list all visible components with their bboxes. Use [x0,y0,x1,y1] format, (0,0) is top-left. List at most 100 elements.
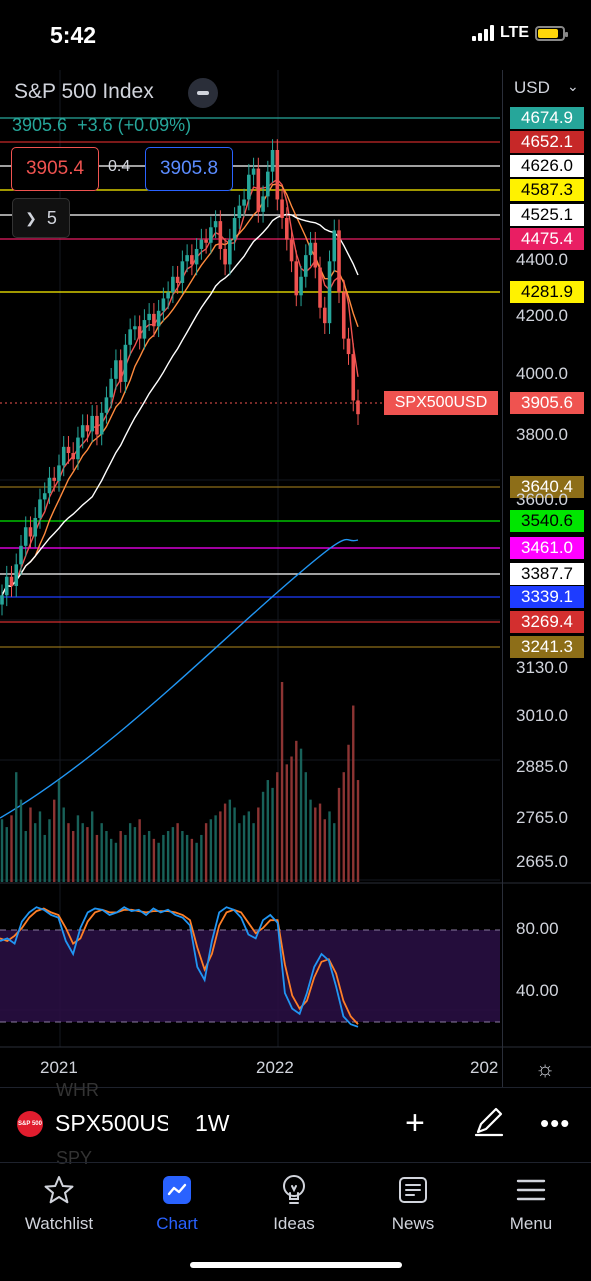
candle-body [171,276,175,293]
volume-bar [19,799,23,882]
candle-body [232,218,237,240]
candle-body [266,171,270,197]
hamburger-icon [516,1179,546,1201]
symbol-toolbar [0,1087,591,1162]
volume-bar [138,819,141,882]
volume-bar [34,823,37,882]
gear-icon[interactable]: ☼ [535,1056,556,1081]
indicator-count: 5 [46,207,57,228]
price-chart[interactable] [0,0,591,1087]
candle-body [289,239,294,262]
nav-label: Menu [509,1214,553,1233]
price-axis-tick: 4200.0 [516,306,568,325]
nav-menu[interactable]: Menu [481,1172,581,1234]
status-time: 5:42 [50,22,97,48]
volume-bar [247,811,251,882]
candle-body [66,446,71,454]
price-level-label: 3540.6 [510,510,584,532]
price-level-label: 3640.4 [510,476,584,498]
candle-body [128,329,132,345]
volume-bar [10,815,13,882]
volume-bar [62,807,65,882]
indicators-collapse-button[interactable]: ❯ 5 [12,198,70,238]
time-axis-label: 2022 [256,1058,294,1077]
volume-bar [157,842,160,882]
volume-bar [109,838,113,882]
volume-bar [38,811,42,882]
candle-body [175,276,180,283]
status-bar: 5:42 LTE [0,0,591,70]
nav-ideas[interactable]: Ideas [244,1172,344,1234]
chevron-down-icon[interactable]: ⌄ [567,78,579,94]
price-level-label: 4652.1 [510,131,584,153]
candle-body [247,174,251,200]
candle-body [104,397,109,413]
currency-selector[interactable]: USD [514,78,550,97]
price-level-label: 3905.6 [510,392,584,414]
volume-bar [176,823,179,882]
minimize-button[interactable] [188,78,218,108]
volume-bar [304,772,307,882]
volume-bar [219,811,222,882]
nav-news[interactable]: News [363,1172,463,1234]
time-axis-label: 2021 [40,1058,78,1077]
price-axis-tick: 3130.0 [516,658,568,677]
volume-bar [238,823,241,882]
nav-watchlist[interactable]: Watchlist [9,1172,109,1234]
price-axis-tick: 2765.0 [516,808,568,827]
volume-bar [72,831,75,882]
price-level-label: 4475.4 [510,228,584,250]
candle-body [256,168,261,212]
interval-selector[interactable]: 1W [195,1110,230,1136]
price-level-label: 4525.1 [510,204,584,226]
spread-value: 0.4 [108,158,131,175]
stoch-axis-tick: 40.00 [516,981,559,1000]
stoch-d-line [0,907,359,1025]
price-axis-tick: 2665.0 [516,852,568,871]
symbol-title[interactable]: S&P 500 Index [14,80,154,103]
candle-body [57,465,61,481]
candle-body [52,477,57,481]
candle-body [28,527,33,537]
volume-bar [323,819,326,882]
volume-bar [280,682,284,882]
candle-body [47,477,52,494]
symbol-logo: S&P 500 [17,1111,43,1137]
volume-bar [57,780,61,882]
candle-body [156,310,161,327]
candle-body [166,292,170,299]
volume-bar [228,799,232,882]
volume-bar [86,827,89,882]
price-axis-tick: 3800.0 [516,425,568,444]
candle-body [0,595,4,605]
chevron-down-icon: ❯ [25,209,37,226]
price-quote: 3905.6 +3.6 (+0.09%) [12,115,191,136]
nav-chart[interactable]: Chart [127,1172,227,1234]
candle-body [95,415,99,435]
candle-body [204,239,208,243]
price-scale[interactable] [502,70,591,1087]
volume-bar [171,827,175,882]
candle-body [341,292,346,339]
buy-button[interactable]: 3905.8 [145,147,233,191]
candle-body [42,493,47,500]
volume-bar [5,827,8,882]
volume-bar [0,819,4,882]
candle-body [223,248,227,265]
price-level-label: 4281.9 [510,281,584,303]
volume-bar [15,772,18,882]
volume-bar [48,819,51,882]
volume-bar [95,834,99,882]
volume-bar [309,799,312,882]
symbol-selector[interactable]: SPX500USD [55,1110,168,1136]
star-icon [44,1176,74,1204]
volume-bar [299,748,303,882]
volume-bar [285,764,288,882]
pen-icon[interactable] [472,1104,506,1138]
sell-button[interactable]: 3905.4 [11,147,99,191]
more-icon[interactable]: ••• [540,1108,571,1138]
volume-bar [342,772,345,882]
plus-icon[interactable]: + [405,1104,425,1142]
candle-body [142,320,147,339]
ghost-symbol: SPY [56,1148,93,1168]
